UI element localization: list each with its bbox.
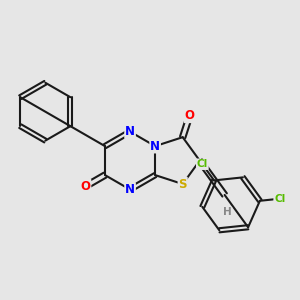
Text: O: O <box>80 180 91 193</box>
Text: Cl: Cl <box>274 194 285 204</box>
Text: N: N <box>125 183 135 196</box>
Text: H: H <box>223 207 232 218</box>
Text: S: S <box>178 178 187 190</box>
Text: N: N <box>125 125 135 138</box>
Text: O: O <box>184 109 195 122</box>
Text: Cl: Cl <box>197 159 208 169</box>
Text: N: N <box>150 140 160 153</box>
